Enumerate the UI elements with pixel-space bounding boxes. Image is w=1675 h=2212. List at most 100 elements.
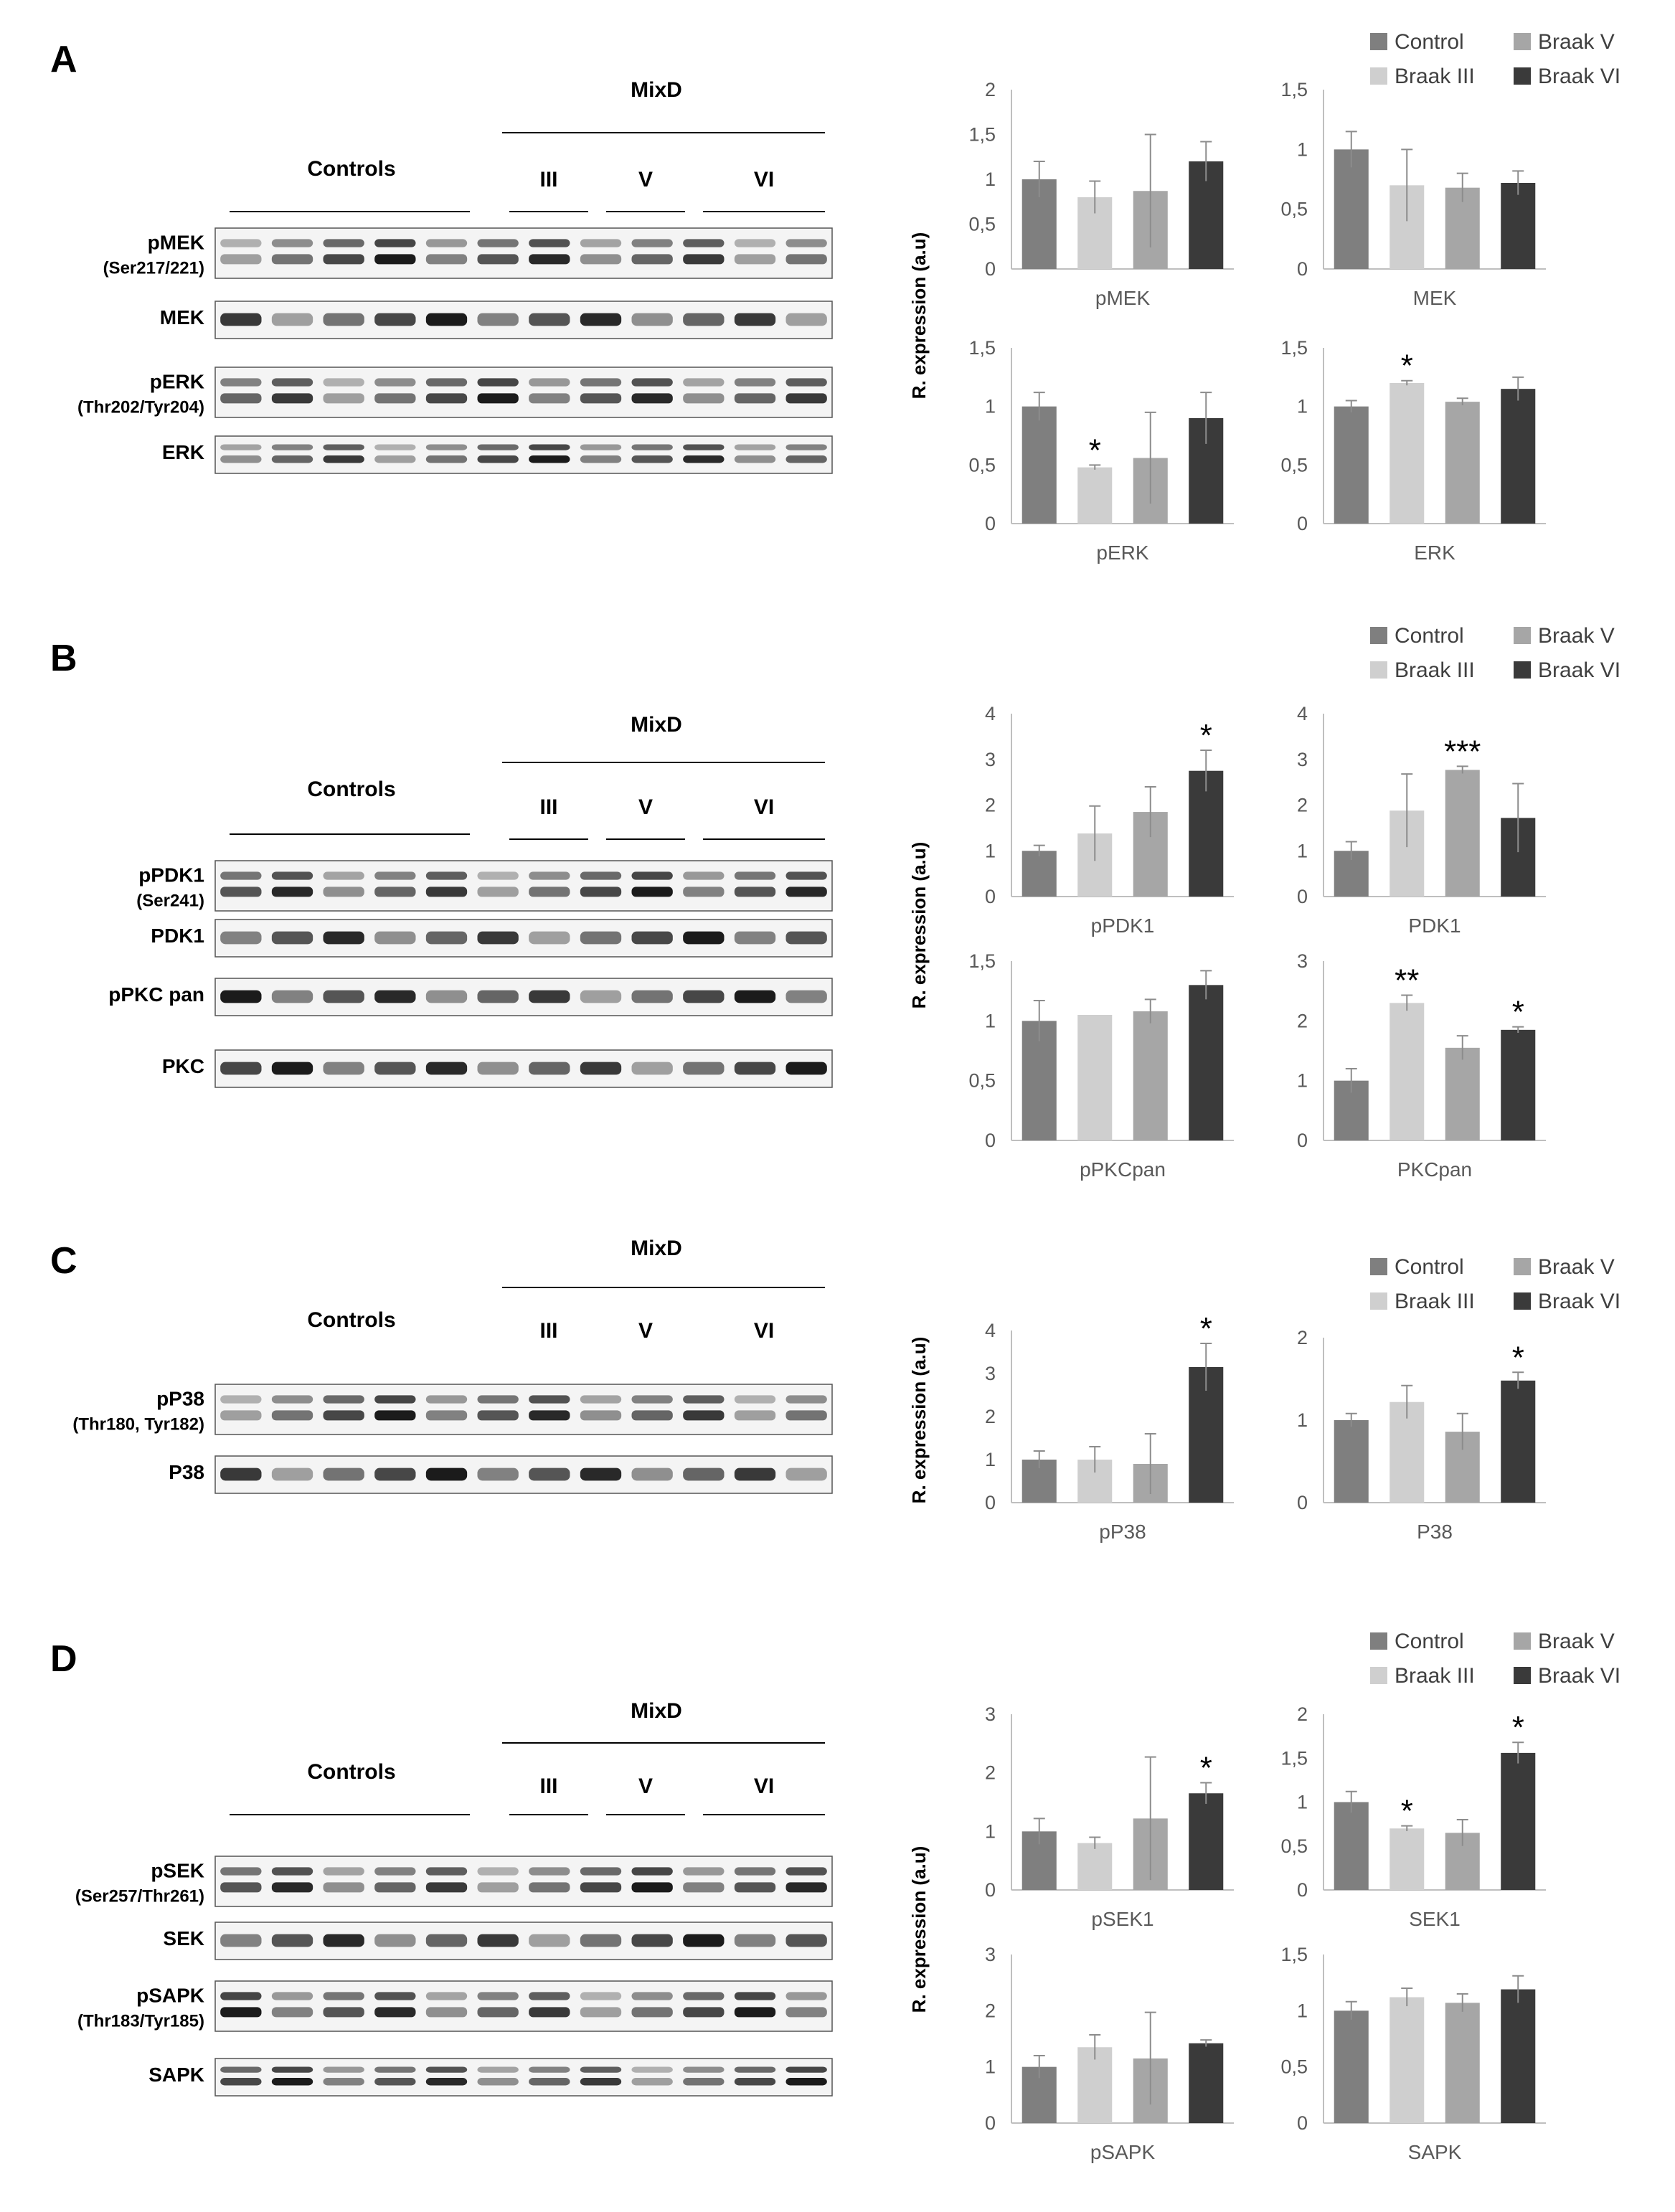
x-axis-label: pSEK1 (1091, 1908, 1153, 1930)
y-tick-label: 2 (1297, 1010, 1308, 1031)
blot-band (734, 2066, 776, 2073)
blot-band (580, 1467, 622, 1481)
bar-control (1334, 1420, 1369, 1503)
y-tick-label: 1 (1297, 396, 1308, 417)
blot-band (529, 444, 570, 450)
y-tick-label: 0,5 (1280, 2056, 1308, 2078)
legend-swatch (1370, 1292, 1387, 1310)
x-axis-label: P38 (1417, 1521, 1453, 1543)
blot-band (374, 1882, 416, 1893)
blot-band (425, 1934, 468, 1947)
blot-band (220, 931, 262, 945)
bar-braak-vi (1501, 1752, 1536, 1890)
blot-band (683, 2078, 725, 2086)
blot-band (220, 1410, 262, 1421)
blot-band (323, 239, 364, 247)
blot-band (425, 990, 468, 1003)
x-axis-label: ERK (1414, 542, 1455, 564)
legend: Control Braak V Braak III Braak VI (1370, 624, 1620, 682)
blot-band (425, 1867, 468, 1876)
significance-mark: * (1512, 1710, 1524, 1745)
y-tick-label: 1 (985, 1449, 996, 1470)
blot-strip (214, 1856, 833, 1907)
legend-swatch (1370, 1632, 1387, 1650)
blot-row-label: PKC (162, 1055, 204, 1077)
blot-band (425, 313, 468, 326)
blot-band (631, 2066, 673, 2073)
blot-strip (214, 435, 833, 474)
bar-chart-psek1: 0 1 2 3 * pSEK1 (985, 1703, 1234, 1930)
legend: Control Braak V Braak III Braak VI (1370, 1630, 1620, 1688)
blot-band (580, 871, 622, 880)
controls-label: Controls (307, 777, 395, 801)
y-tick-label: 0 (1297, 886, 1308, 907)
blot-band (323, 1934, 364, 1947)
mixd-label: MixD (631, 1237, 682, 1260)
blot-band (220, 1992, 262, 2000)
blot-row-sublabel: (Thr202/Tyr204) (77, 397, 204, 417)
blot-row-label: pP38 (156, 1387, 204, 1409)
blot-row-label: PDK1 (151, 925, 204, 947)
legend-swatch (1370, 1667, 1387, 1684)
panel-letter: A (50, 39, 77, 80)
blot-band (425, 1062, 468, 1075)
blot-strip (214, 978, 833, 1016)
blot-band (785, 1867, 827, 1876)
bar-braak-iii (1389, 1828, 1425, 1890)
blot-band (425, 455, 468, 463)
x-axis-label: pSAPK (1090, 2141, 1156, 2163)
blot-band (323, 2066, 364, 2073)
blot-band (785, 2066, 827, 2073)
blot-row-label: pPKC pan (108, 983, 204, 1006)
blot-band (425, 931, 468, 945)
blot-row: pERK (Thr202/Tyr204) (77, 367, 833, 418)
blot-band (374, 393, 416, 404)
blot-band (580, 1410, 622, 1421)
y-tick-label: 0 (985, 513, 996, 534)
y-tick-label: 2 (985, 1762, 996, 1784)
blot-band (580, 239, 622, 247)
blot-band (683, 378, 725, 387)
blot-band (785, 2078, 827, 2086)
blot-band (734, 2007, 776, 2018)
y-tick-label: 1 (1297, 1409, 1308, 1431)
controls-label: Controls (307, 157, 395, 181)
blot-strip (214, 227, 833, 279)
y-tick-label: 1 (985, 1010, 996, 1031)
blot-row: pP38 (Thr180, Tyr182) (72, 1384, 833, 1435)
blot-row-label: pSAPK (136, 1984, 204, 2006)
x-axis-label: pP38 (1099, 1521, 1146, 1543)
blot-band (785, 931, 827, 945)
blot-band (734, 1992, 776, 2000)
y-tick-label: 1,5 (1280, 1747, 1308, 1769)
y-tick-label: 2 (1297, 1703, 1308, 1725)
legend-swatch (1370, 33, 1387, 50)
blot-band (734, 1882, 776, 1893)
blot-band (785, 1992, 827, 2000)
bar-chart-pdk1: 0 1 2 3 4 *** PDK1 (1297, 703, 1546, 937)
bar-braak-vi (1501, 1380, 1536, 1503)
bar-braak-v (1133, 1011, 1168, 1140)
blot-band (271, 239, 313, 247)
blot-band (734, 254, 776, 265)
legend-swatch (1514, 33, 1531, 50)
bar-control (1021, 406, 1057, 524)
blot-band (529, 1934, 570, 1947)
blot-row-label: pERK (150, 370, 204, 392)
y-tick-label: 3 (985, 1944, 996, 1965)
legend-swatch (1514, 67, 1531, 85)
blot-band (580, 254, 622, 265)
y-tick-label: 0,5 (968, 1070, 996, 1092)
significance-mark: * (1089, 433, 1101, 468)
blot-band (683, 931, 725, 945)
controls-label: Controls (307, 1308, 395, 1332)
y-tick-label: 0 (1297, 258, 1308, 280)
blot-band (785, 254, 827, 265)
blot-band (271, 887, 313, 897)
legend-label: Control (1395, 624, 1464, 648)
blot-band (580, 990, 622, 1003)
bar-braak-iii (1389, 383, 1425, 524)
y-tick-label: 1 (985, 169, 996, 190)
